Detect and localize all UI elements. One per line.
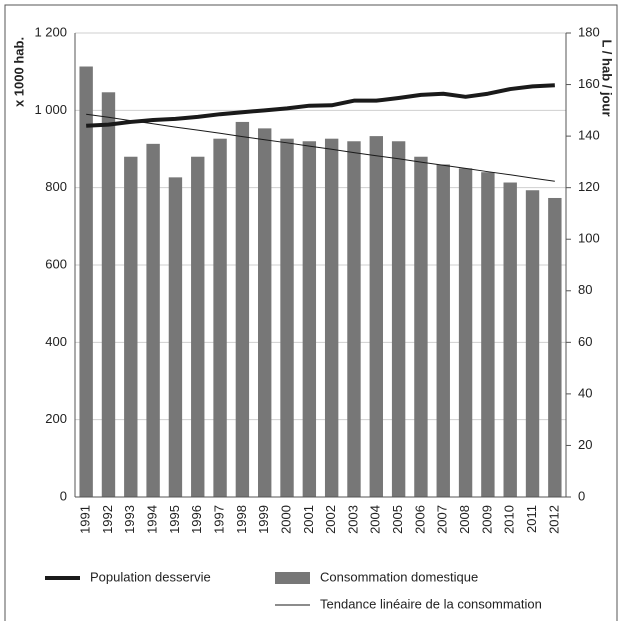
bar [258,128,272,497]
bar [168,177,183,497]
y-tick-label: 600 [45,256,67,271]
y2-tick-label: 0 [578,488,585,503]
frame [4,4,618,621]
x-tick-label: 2005 [390,505,405,534]
bar [525,190,540,497]
bar [280,138,294,497]
x-tick-label: 2003 [345,505,360,534]
x-tick-label: 1996 [189,505,204,534]
x-tick-label: 2008 [457,505,472,534]
y2-tick-label: 40 [578,385,592,400]
x-tick-label: 2007 [435,505,450,534]
x-tick-label: 2012 [546,505,561,534]
bar [235,121,250,497]
x-tick-label: 1994 [145,505,160,534]
legend-label: Tendance linéaire de la consommation [320,596,542,611]
bar [458,168,473,498]
y-axis-title: x 1000 hab. [11,37,26,107]
bar [79,66,93,497]
x-tick-label: 1995 [167,505,182,534]
line [86,83,555,128]
x-tick-label: 2000 [278,505,293,534]
y-tick-label: 1 000 [34,102,67,117]
y2-tick-label: 120 [578,179,600,194]
x-tick-label: 1999 [256,505,271,534]
line [86,113,555,182]
legend-swatch [275,572,310,584]
y2-tick-label: 80 [578,282,592,297]
x-tick-label: 2004 [368,505,383,534]
bar [391,141,406,497]
x-tick-label: 1991 [78,505,93,534]
y-tick-label: 400 [45,334,67,349]
x-tick-label: 1997 [212,505,227,534]
x-tick-label: 2011 [524,505,539,533]
y2-tick-label: 180 [578,24,600,39]
y-tick-label: 800 [45,179,67,194]
y2-tick-label: 140 [578,128,600,143]
legend-label: Population desservie [90,569,211,584]
x-tick-label: 2009 [479,505,494,534]
bar [414,156,428,497]
bar [347,141,361,497]
y2-tick-label: 20 [578,437,592,452]
bar [324,138,339,497]
y-tick-label: 200 [45,411,67,426]
bar [548,197,562,497]
y2-axis-title: L / hab / jour [600,39,615,116]
y-tick-label: 0 [60,488,67,503]
x-tick-label: 1992 [100,505,115,534]
y2-tick-label: 100 [578,231,600,246]
y2-tick-label: 160 [578,76,600,91]
x-tick-label: 2002 [323,505,338,534]
bar [146,143,160,497]
bar [191,156,205,497]
legend-label: Consommation domestique [320,569,478,584]
bar [101,92,116,498]
bar [213,138,227,497]
x-tick-label: 1993 [122,505,137,534]
x-tick-label: 1998 [234,505,249,534]
y2-tick-label: 60 [578,334,592,349]
bar [436,164,450,497]
x-tick-label: 2001 [301,505,316,534]
bar [369,136,383,497]
bar [503,182,517,497]
bar [481,172,495,497]
bar [124,156,138,497]
y-tick-label: 1 200 [34,24,67,39]
bar [302,141,317,497]
x-tick-label: 2006 [412,505,427,534]
x-tick-label: 2010 [502,505,517,534]
